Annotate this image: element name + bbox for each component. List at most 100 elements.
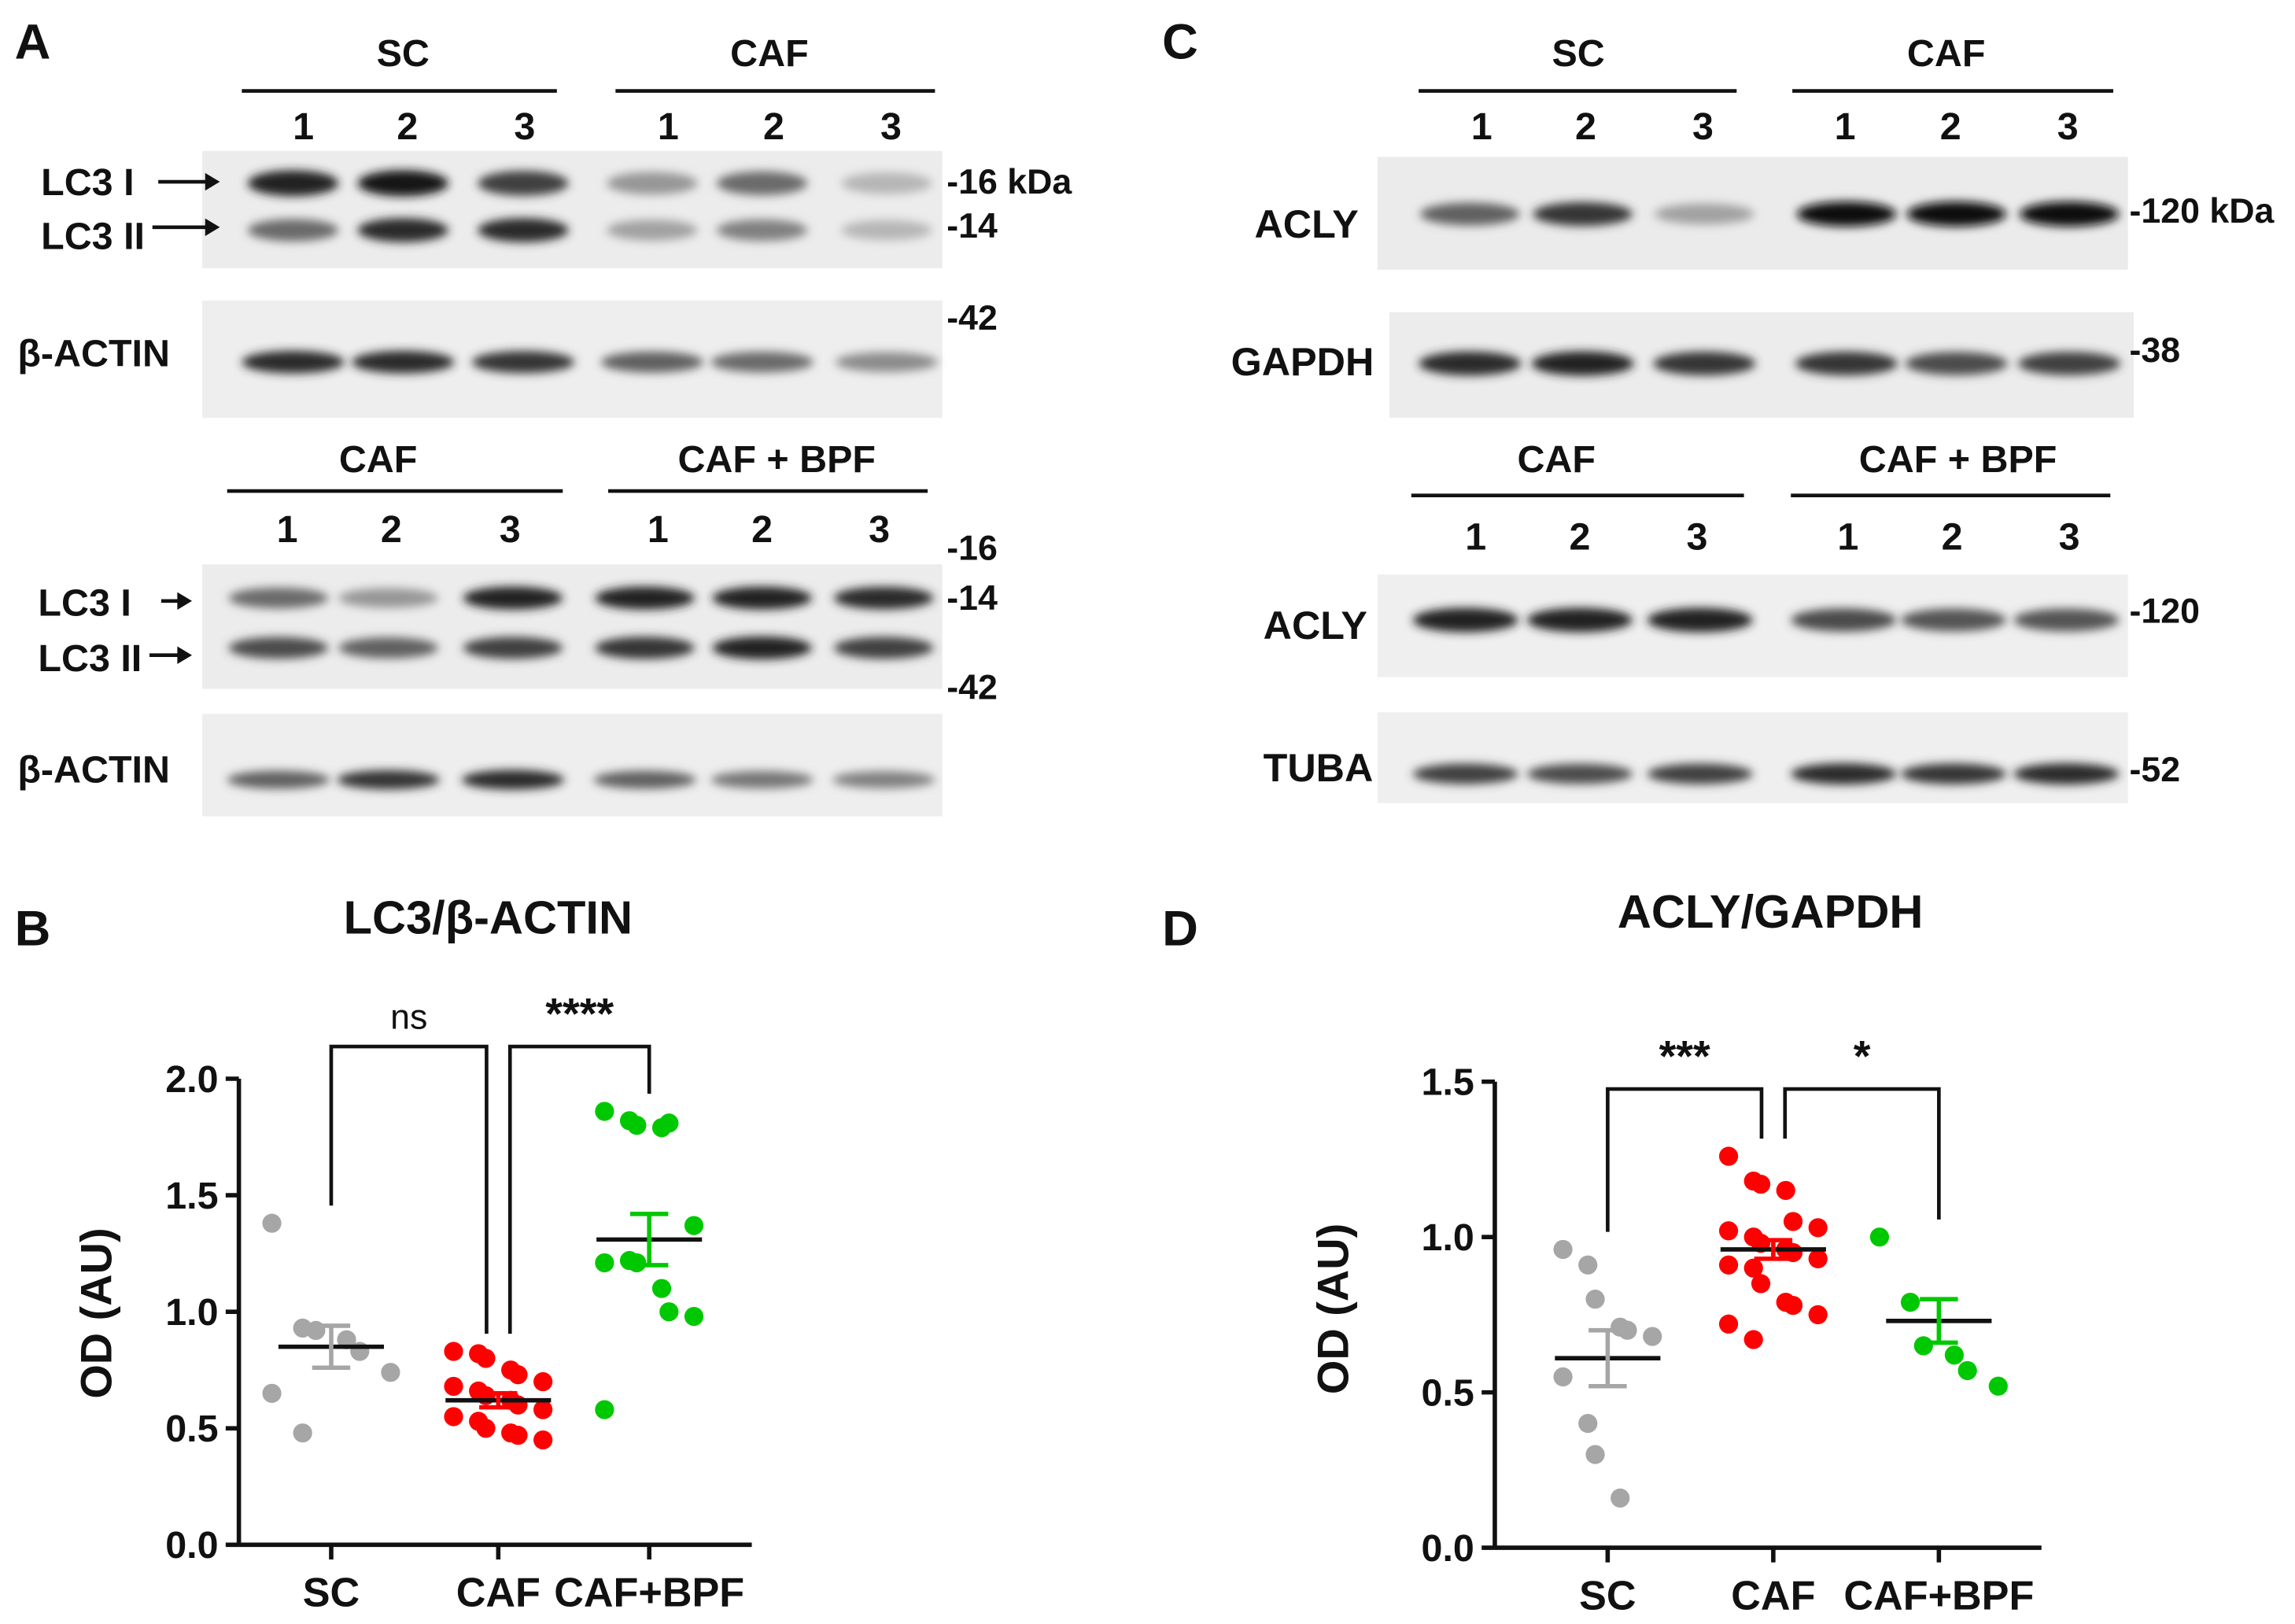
blot-c2: CAF CAF + BPF 1 2 3 1 2 3 ACLY -120 TUBA… xyxy=(1264,438,2200,803)
lane-number: 1 xyxy=(1837,516,1858,559)
blot-band xyxy=(710,770,814,789)
blot-band xyxy=(841,172,932,194)
data-point xyxy=(1718,1221,1739,1241)
x-tick-label: SC xyxy=(1579,1573,1636,1618)
data-point xyxy=(293,1423,312,1443)
x-tick-label: CAF xyxy=(1731,1573,1815,1618)
data-point xyxy=(381,1363,400,1382)
data-point xyxy=(1944,1345,1965,1365)
data-point xyxy=(627,1116,647,1135)
data-point xyxy=(1783,1295,1803,1316)
significance-label: ns xyxy=(390,998,427,1037)
data-point xyxy=(1585,1445,1605,1464)
data-point xyxy=(1611,1488,1630,1508)
chart-acly-gapdh: ACLY/GAPDH OD (AU) 0.0 0.5 1.0 1.5 SC CAF CAF+… xyxy=(1308,885,2042,1618)
blot-band xyxy=(247,219,339,242)
data-point xyxy=(1869,1227,1890,1247)
data-point xyxy=(476,1419,496,1438)
group-label: CAF + BPF xyxy=(677,438,876,481)
marker-label: -120 kDa xyxy=(2130,192,2275,231)
loading-label: β-ACTIN xyxy=(17,749,170,792)
blot-band xyxy=(716,171,808,195)
data-point xyxy=(684,1216,704,1235)
blot-band xyxy=(357,218,448,242)
lane-number: 3 xyxy=(1692,105,1714,148)
blot-band xyxy=(1419,202,1520,226)
lane-number: 3 xyxy=(500,508,521,551)
marker-label: -42 xyxy=(946,299,998,338)
data-point xyxy=(444,1342,463,1361)
blot-band xyxy=(833,586,934,610)
data-point xyxy=(595,1102,614,1121)
chart-title: LC3/β-ACTIN xyxy=(344,891,633,944)
marker-label: -42 xyxy=(946,669,998,707)
lane-number: 3 xyxy=(869,508,890,551)
blot-band xyxy=(607,220,698,241)
blot-membrane xyxy=(202,714,943,817)
data-point xyxy=(1808,1218,1828,1238)
data-point xyxy=(595,1253,614,1273)
data-point xyxy=(533,1430,553,1450)
lane-number: 2 xyxy=(1575,105,1596,148)
y-tick-label: 1.5 xyxy=(165,1175,218,1217)
data-point xyxy=(1751,1174,1771,1194)
data-point xyxy=(1776,1180,1795,1201)
blot-membrane xyxy=(202,150,943,268)
blot-band xyxy=(1412,763,1518,784)
blot-band xyxy=(1526,763,1633,784)
blot-band xyxy=(833,637,934,659)
significance-bracket xyxy=(329,1044,489,1334)
group-label: CAF xyxy=(1907,32,1986,75)
blot-band xyxy=(1791,763,1897,784)
lane-number: 3 xyxy=(1687,516,1708,559)
data-point xyxy=(533,1400,553,1419)
data-point xyxy=(651,1279,672,1298)
data-point xyxy=(1743,1330,1763,1349)
lane-number: 3 xyxy=(2059,516,2080,559)
panel-letter-c: C xyxy=(1162,15,1198,70)
blot-band xyxy=(478,218,569,242)
marker-label: -38 xyxy=(2130,331,2181,370)
blot-band xyxy=(338,637,438,659)
blot-band xyxy=(471,350,575,374)
lane-number: 2 xyxy=(1570,516,1591,559)
loading-label: GAPDH xyxy=(1231,339,1374,384)
band-label-lc3-i: LC3 I xyxy=(41,161,134,204)
band-label-lc3-ii: LC3 II xyxy=(38,637,142,680)
data-point xyxy=(627,1253,647,1273)
lane-number: 1 xyxy=(1835,105,1856,148)
panel-letter-d: D xyxy=(1162,902,1198,957)
y-axis-label: OD (AU) xyxy=(72,1227,121,1398)
blot-band xyxy=(710,351,814,373)
marker-label: -120 xyxy=(2130,592,2200,631)
lane-number: 1 xyxy=(277,508,298,551)
blot-a2: CAF CAF + BPF 1 2 3 1 2 3 LC3 I LC3 II -… xyxy=(17,438,998,817)
blot-band xyxy=(712,636,812,659)
lane-number: 3 xyxy=(880,105,902,148)
blot-band xyxy=(712,586,812,610)
data-point xyxy=(1808,1305,1828,1325)
significance-bracket xyxy=(1606,1087,1764,1232)
data-point xyxy=(1718,1146,1739,1166)
group-label: CAF xyxy=(730,32,809,75)
data-point xyxy=(533,1371,553,1392)
marker-label: -52 xyxy=(2130,751,2181,789)
loading-label: β-ACTIN xyxy=(17,333,170,375)
data-point xyxy=(1900,1293,1920,1312)
blot-band xyxy=(337,770,440,790)
data-point xyxy=(1913,1336,1933,1356)
data-point xyxy=(508,1365,528,1385)
group-label: SC xyxy=(377,32,430,75)
blot-band xyxy=(338,588,438,608)
blot-band xyxy=(2017,352,2121,375)
lane-number: 1 xyxy=(1465,516,1486,559)
significance-bracket xyxy=(507,1044,651,1334)
arrow-head xyxy=(177,592,193,610)
blot-band xyxy=(242,350,345,374)
data-point xyxy=(262,1383,282,1403)
blot-band xyxy=(461,770,565,790)
panel-letter-b: B xyxy=(15,902,51,957)
blot-band xyxy=(716,219,808,242)
y-tick-label: 1.0 xyxy=(165,1291,218,1334)
